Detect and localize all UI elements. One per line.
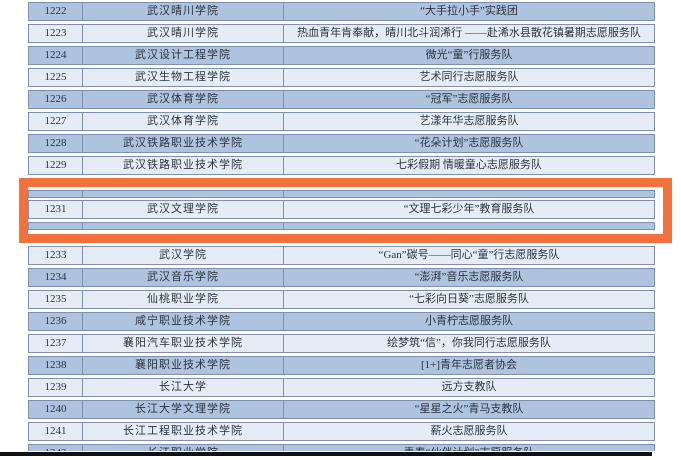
table-row: 1227 武汉体育学院 艺漾年华志愿服务队 [28, 112, 655, 131]
row-number: 1238 [44, 359, 67, 371]
team-name: 远方支教队 [441, 381, 497, 393]
row-number: 1240 [44, 403, 67, 415]
school-name [82, 191, 284, 197]
table-row: 1240 长江大学文理学院 “星星之火”青马支教队 [28, 400, 655, 419]
team-name: 青春“伙伴计划”志愿服务队 [284, 445, 654, 452]
team-name: “七彩向日葵”志愿服务队 [409, 293, 529, 305]
row-number: 1229 [44, 159, 67, 171]
table-row: 1224 武汉设计工程学院 微光“童”行服务队 [28, 46, 655, 65]
team-name: 微光“童”行服务队 [425, 49, 513, 61]
school-name: 襄阳汽车职业技术学院 [82, 335, 284, 352]
table-row-highlighted: 1231 武汉文理学院 “文理七彩少年”教育服务队 [28, 200, 655, 219]
team-name: “冠军”志愿服务队 [425, 93, 513, 105]
team-name: [1+]青年志愿者协会 [420, 359, 518, 371]
table-row: 1237 襄阳汽车职业技术学院 绘梦筑“信”，你我同行志愿服务队 [28, 334, 655, 353]
school-name: 长江职业学院 [82, 445, 284, 451]
school-name: 武汉设计工程学院 [82, 47, 284, 64]
team-name: 七彩假期 情暖童心志愿服务队 [396, 159, 542, 171]
row-number: 1227 [44, 115, 67, 127]
school-name: 长江大学 [82, 379, 284, 396]
row-number: 1224 [44, 49, 67, 61]
team-name: 热血青年肯奉献，晴川北斗润浠行 ——赴浠水县散花镇暑期志愿服务队 [297, 27, 641, 39]
school-name: 武汉晴川学院 [82, 25, 284, 42]
table-row: 1242 长江职业学院 青春“伙伴计划”志愿服务队 [28, 444, 655, 451]
table-row: 1241 长江工程职业技术学院 薪火志愿服务队 [28, 422, 655, 441]
table-row: 1226 武汉体育学院 “冠军”志愿服务队 [28, 90, 655, 109]
school-name [82, 223, 284, 229]
covered-row-sliver [28, 190, 655, 198]
row-number: 1223 [44, 27, 67, 39]
team-name: 艺术同行志愿服务队 [419, 71, 519, 83]
row-number: 1241 [44, 425, 67, 437]
team-name: “花朵计划”志愿服务队 [414, 137, 524, 149]
row-number: 1235 [44, 293, 67, 305]
table-row: 1222 武汉晴川学院 “大手拉小手”实践团 [28, 2, 655, 21]
team-name: “Gan”碳号——同心“童”行志愿服务队 [378, 249, 560, 261]
school-name: 武汉晴川学院 [82, 3, 284, 20]
team-name: “文理七彩少年”教育服务队 [403, 203, 535, 215]
row-number [29, 223, 82, 229]
table-row: 1228 武汉铁路职业技术学院 “花朵计划”志愿服务队 [28, 134, 655, 153]
document-table: 1222 武汉晴川学院 “大手拉小手”实践团 1223 武汉晴川学院 热血青年肯… [19, 2, 672, 451]
team-name: “星星之火”青马支教队 [414, 403, 524, 415]
school-name: 襄阳职业技术学院 [82, 357, 284, 374]
school-name: 武汉体育学院 [82, 91, 284, 108]
school-name: 武汉铁路职业技术学院 [82, 157, 284, 174]
school-name: 武汉音乐学院 [82, 269, 284, 286]
row-number: 1228 [44, 137, 67, 149]
school-name: 武汉铁路职业技术学院 [82, 135, 284, 152]
table-row: 1225 武汉生物工程学院 艺术同行志愿服务队 [28, 68, 655, 87]
school-name: 仙桃职业学院 [82, 291, 284, 308]
table-row: 1234 武汉音乐学院 “澎湃”音乐志愿服务队 [28, 268, 655, 287]
team-name: “大手拉小手”实践团 [420, 5, 518, 17]
row-number: 1237 [44, 337, 67, 349]
table-row: 1229 武汉铁路职业技术学院 七彩假期 情暖童心志愿服务队 [28, 156, 655, 175]
school-name: 武汉体育学院 [82, 113, 284, 130]
row-number [29, 191, 82, 197]
team-name: “澎湃”音乐志愿服务队 [414, 271, 524, 283]
row-number: 1242 [29, 445, 82, 452]
school-name: 咸宁职业技术学院 [82, 313, 284, 330]
table-row: 1223 武汉晴川学院 热血青年肯奉献，晴川北斗润浠行 ——赴浠水县散花镇暑期志… [28, 24, 655, 43]
table-row: 1238 襄阳职业技术学院 [1+]青年志愿者协会 [28, 356, 655, 375]
team-name [284, 223, 654, 229]
row-number: 1233 [44, 249, 67, 261]
row-number: 1222 [44, 5, 67, 17]
team-name [284, 191, 654, 197]
school-name: 武汉学院 [82, 247, 284, 264]
team-name: 小青柠志愿服务队 [425, 315, 513, 327]
row-number: 1239 [44, 381, 67, 393]
table-row: 1235 仙桃职业学院 “七彩向日葵”志愿服务队 [28, 290, 655, 309]
row-number: 1231 [44, 203, 67, 215]
row-number: 1234 [44, 271, 67, 283]
covered-row-sliver [28, 222, 655, 230]
team-name: 薪火志愿服务队 [430, 425, 508, 437]
bottom-black-line [0, 452, 652, 456]
team-name: 艺漾年华志愿服务队 [419, 115, 519, 127]
school-name: 武汉文理学院 [82, 201, 284, 218]
table-row: 1239 长江大学 远方支教队 [28, 378, 655, 397]
highlight-box: 1231 武汉文理学院 “文理七彩少年”教育服务队 [19, 178, 672, 243]
row-number: 1225 [44, 71, 67, 83]
clipped-bottom-row: 1242 长江职业学院 青春“伙伴计划”志愿服务队 [28, 444, 655, 451]
table-row: 1236 咸宁职业技术学院 小青柠志愿服务队 [28, 312, 655, 331]
row-number: 1226 [44, 93, 67, 105]
team-name: 绘梦筑“信”，你我同行志愿服务队 [387, 337, 551, 349]
row-number: 1236 [44, 315, 67, 327]
school-name: 长江大学文理学院 [82, 401, 284, 418]
school-name: 长江工程职业技术学院 [82, 423, 284, 440]
school-name: 武汉生物工程学院 [82, 69, 284, 86]
table-row: 1233 武汉学院 “Gan”碳号——同心“童”行志愿服务队 [28, 246, 655, 265]
